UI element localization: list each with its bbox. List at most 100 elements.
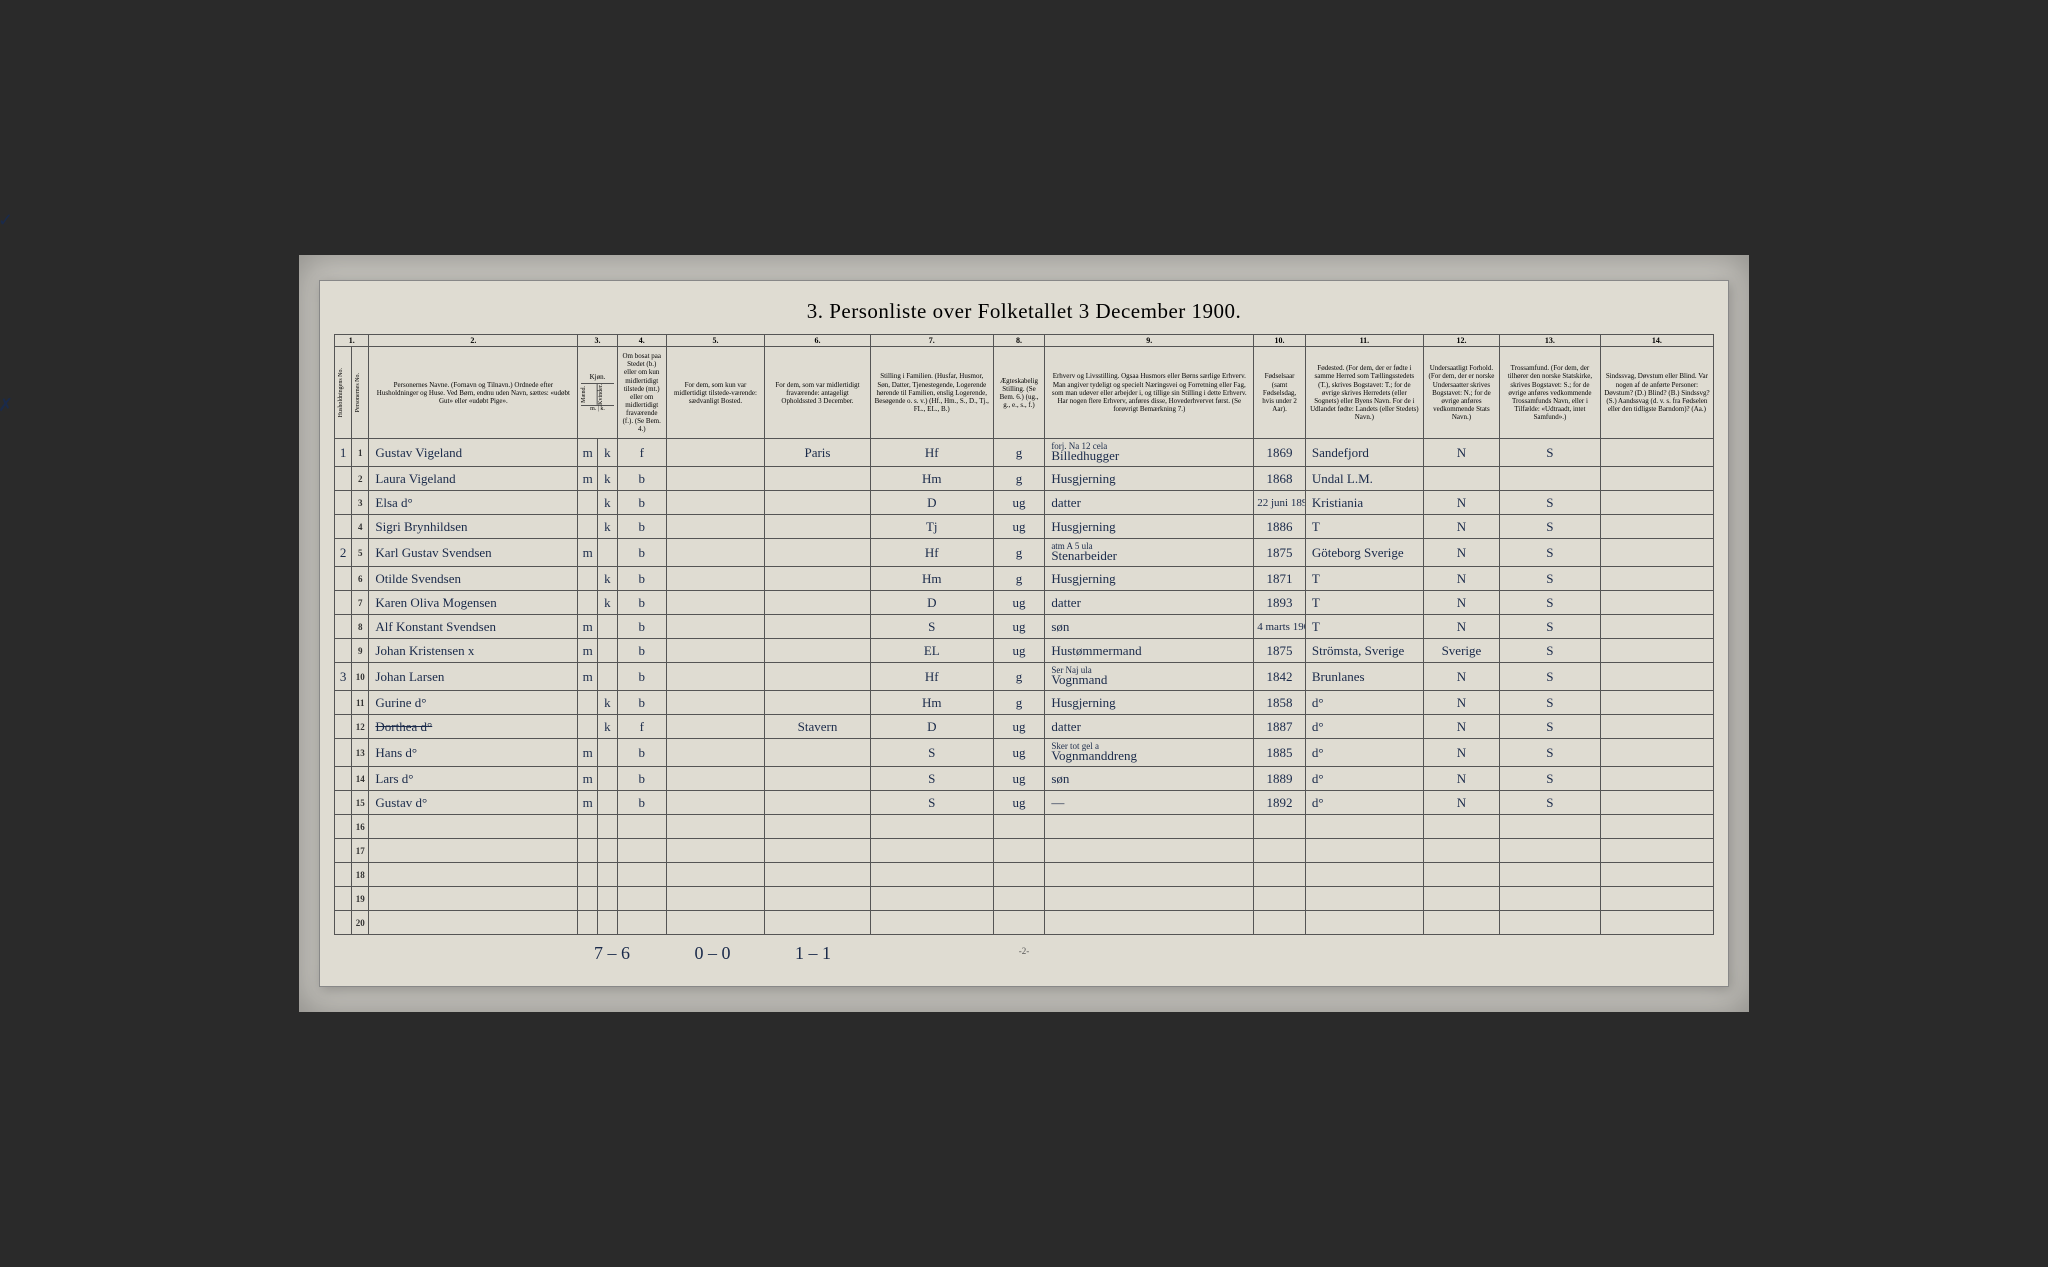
- table-cell: b: [617, 567, 666, 591]
- table-cell: k: [598, 567, 618, 591]
- table-cell: S: [1500, 639, 1601, 663]
- table-cell: [578, 591, 598, 615]
- table-cell: [765, 539, 871, 567]
- table-cell: k: [598, 439, 618, 467]
- table-cell: [870, 911, 993, 935]
- table-cell: T: [1305, 567, 1423, 591]
- table-cell: [666, 591, 764, 615]
- table-cell: [598, 863, 618, 887]
- table-cell: ug: [993, 767, 1045, 791]
- table-cell: [1423, 887, 1499, 911]
- table-cell: [598, 839, 618, 863]
- table-cell: Hustømmermand: [1045, 639, 1254, 663]
- table-cell: [666, 639, 764, 663]
- table-cell: [870, 887, 993, 911]
- table-row: 9Johan Kristensen xmbELugHustømmermand18…: [335, 639, 1714, 663]
- table-cell: 9: [352, 639, 369, 663]
- table-cell: Hf: [870, 539, 993, 567]
- table-cell: m: [578, 539, 598, 567]
- table-cell: Hm: [870, 691, 993, 715]
- table-cell: S: [1500, 515, 1601, 539]
- table-cell: 7: [352, 591, 369, 615]
- table-row: 7Karen Oliva MogensenkbDugdatter1893TNS: [335, 591, 1714, 615]
- table-cell: Sverige: [1423, 639, 1499, 663]
- table-cell: [335, 887, 352, 911]
- table-cell: D: [870, 491, 993, 515]
- table-cell: Elsa d°: [369, 491, 578, 515]
- table-cell: [1600, 663, 1713, 691]
- table-cell: [1045, 815, 1254, 839]
- table-cell: N: [1423, 663, 1499, 691]
- table-cell: S: [1500, 591, 1601, 615]
- table-cell: Sigri Brynhildsen: [369, 515, 578, 539]
- table-cell: g: [993, 539, 1045, 567]
- table-cell: Husgjerning: [1045, 567, 1254, 591]
- table-cell: [1254, 911, 1306, 935]
- table-cell: [1600, 691, 1713, 715]
- table-cell: S: [870, 767, 993, 791]
- table-cell: 12: [352, 715, 369, 739]
- table-cell: Husgjerning: [1045, 515, 1254, 539]
- table-cell: [335, 911, 352, 935]
- table-row-empty: 16: [335, 815, 1714, 839]
- tally-3: 1 – 1: [795, 943, 831, 963]
- table-cell: 17: [352, 839, 369, 863]
- table-cell: [598, 739, 618, 767]
- table-cell: Göteborg Sverige: [1305, 539, 1423, 567]
- table-cell: [666, 515, 764, 539]
- table-cell: [1600, 515, 1713, 539]
- table-cell: [1305, 863, 1423, 887]
- table-cell: [578, 839, 598, 863]
- table-cell: [870, 863, 993, 887]
- col-num-7: 7.: [870, 334, 993, 346]
- table-cell: Paris: [765, 439, 871, 467]
- table-cell: N: [1423, 767, 1499, 791]
- table-cell: [1423, 863, 1499, 887]
- table-cell: søn: [1045, 767, 1254, 791]
- table-cell: [993, 815, 1045, 839]
- table-cell: [598, 815, 618, 839]
- table-cell: [578, 887, 598, 911]
- table-cell: [1600, 467, 1713, 491]
- table-cell: b: [617, 639, 666, 663]
- table-cell: [1600, 567, 1713, 591]
- table-row: 8Alf Konstant SvendsenmbSugsøn4 marts 19…: [335, 615, 1714, 639]
- table-cell: [765, 863, 871, 887]
- table-cell: [335, 715, 352, 739]
- table-cell: N: [1423, 515, 1499, 539]
- table-cell: [1305, 815, 1423, 839]
- table-cell: Dorthea d°: [369, 715, 578, 739]
- table-cell: [578, 911, 598, 935]
- col-num-1: 1.: [335, 334, 369, 346]
- table-cell: datter: [1045, 591, 1254, 615]
- table-cell: [993, 839, 1045, 863]
- table-cell: [578, 863, 598, 887]
- table-cell: 1869: [1254, 439, 1306, 467]
- table-cell: 1887: [1254, 715, 1306, 739]
- column-number-row: 1. 2. 3. 4. 5. 6. 7. 8. 9. 10. 11. 12. 1…: [335, 334, 1714, 346]
- table-cell: [1500, 911, 1601, 935]
- table-cell: [578, 815, 598, 839]
- table-cell: g: [993, 467, 1045, 491]
- col-num-14: 14.: [1600, 334, 1713, 346]
- table-cell: [666, 839, 764, 863]
- table-cell: m: [578, 639, 598, 663]
- table-cell: Brunlanes: [1305, 663, 1423, 691]
- table-row: 14Lars d°mbSugsøn1889d°NS: [335, 767, 1714, 791]
- table-cell: S: [1500, 615, 1601, 639]
- table-cell: g: [993, 567, 1045, 591]
- table-cell: 13: [352, 739, 369, 767]
- table-cell: [1423, 815, 1499, 839]
- table-cell: [765, 615, 871, 639]
- table-cell: [335, 739, 352, 767]
- census-table: 1. 2. 3. 4. 5. 6. 7. 8. 9. 10. 11. 12. 1…: [334, 334, 1714, 935]
- table-cell: [578, 691, 598, 715]
- table-cell: k: [598, 467, 618, 491]
- table-cell: [335, 515, 352, 539]
- table-cell: b: [617, 491, 666, 515]
- table-cell: [598, 663, 618, 691]
- table-row: 310Johan LarsenmbHfgSer Naj ulaVognmand1…: [335, 663, 1714, 691]
- table-cell: Johan Larsen: [369, 663, 578, 691]
- col-num-6: 6.: [765, 334, 871, 346]
- table-cell: b: [617, 791, 666, 815]
